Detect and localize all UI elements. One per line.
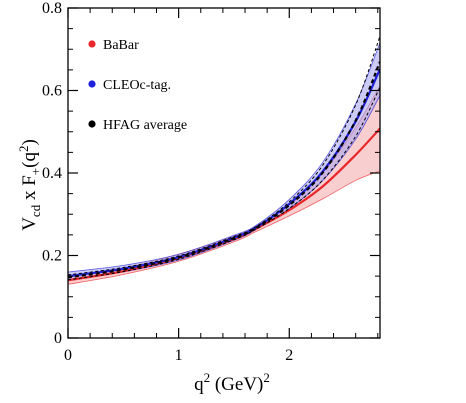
y-axis-title-close: ) [19, 139, 40, 145]
legend-label-hfag-average: HFAG average [103, 118, 187, 133]
legend-marker-cleoc-tag [88, 80, 96, 88]
x-axis-title-unit: (GeV) [210, 374, 263, 395]
y-axis-title-q-sup: 2 [16, 146, 31, 153]
x-axis-title: q2 (GeV)2 [194, 370, 270, 395]
x-tick-label: 1 [175, 347, 183, 364]
y-axis-title: Vcd x F+(q2) [16, 139, 43, 231]
y-axis-title-v: V [19, 217, 40, 231]
x-axis-title-q-sup: 2 [204, 370, 211, 385]
axes [67, 7, 381, 339]
y-tick-label: 0.2 [42, 248, 62, 265]
tick-labels: 0 1 2 0 0.2 0.4 0.6 0.8 [42, 0, 293, 364]
band-lower-babar [68, 170, 380, 285]
line-lower-hfag-average [68, 86, 380, 281]
x-axis-title-q: q [194, 374, 204, 395]
y-axis-title-v-sub: cd [28, 204, 43, 217]
band-upper-cleoc-tag [68, 42, 380, 273]
y-tick-label: 0 [54, 330, 62, 347]
plot-contents [68, 35, 380, 285]
y-axis-title-open: (q [19, 152, 40, 168]
y-axis-title-mid: x F [19, 175, 40, 205]
legend-marker-hfag-average [88, 120, 96, 128]
legend-label-babar: BaBar [103, 38, 139, 53]
band-babar [68, 85, 380, 285]
legend-marker-babar [88, 40, 96, 48]
y-tick-label: 0.8 [42, 0, 62, 17]
line-hfag-average [68, 61, 380, 279]
y-tick-label: 0.6 [42, 83, 62, 100]
x-tick-label: 2 [285, 347, 293, 364]
y-tick-label: 0.4 [42, 165, 62, 182]
x-axis-title-unit-sup: 2 [263, 370, 270, 385]
legend-label-cleoc-tag: CLEOc-tag. [103, 78, 171, 93]
plot-area [68, 35, 380, 285]
y-axis-title-f-sub: + [28, 168, 43, 175]
x-tick-label: 0 [64, 347, 72, 364]
legend: BaBar CLEOc-tag. HFAG average [88, 38, 187, 133]
